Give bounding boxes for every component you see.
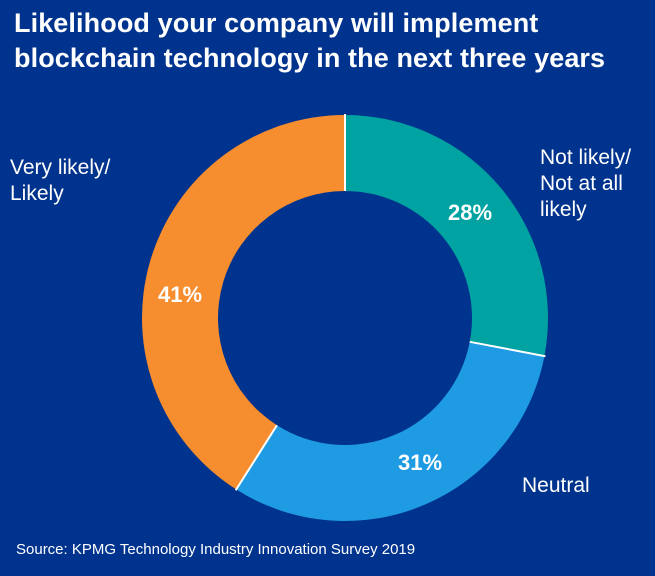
legend-not-likely-line-2: Not at all [540, 172, 623, 195]
chart-title: Likelihood your company will implement b… [14, 6, 644, 76]
legend-not-likely-line-3: likely [540, 198, 587, 221]
slice-label-very-likely: 41% [158, 282, 202, 307]
slice-very-likely [142, 115, 345, 490]
source-note: Source: KPMG Technology Industry Innovat… [16, 541, 416, 558]
slice-neutral [236, 341, 545, 521]
chart-title-line-2: blockchain technology in the next three … [14, 43, 606, 73]
slice-label-neutral: 31% [398, 450, 442, 475]
legend-neutral-line-1: Neutral [522, 474, 590, 497]
chart-title-line-1: Likelihood your company will implement [14, 8, 539, 38]
legend-very-likely-line-2: Likely [10, 182, 64, 205]
legend-neutral: Neutral [522, 473, 590, 499]
legend-not-likely: Not likely/ Not at all likely [540, 145, 631, 223]
slice-separator [469, 340, 546, 358]
legend-very-likely-line-1: Very likely/ [10, 156, 111, 179]
slice-separator [234, 424, 278, 491]
slice-not-likely [345, 115, 548, 357]
slice-label-not-likely: 28% [448, 200, 492, 225]
legend-not-likely-line-1: Not likely/ [540, 146, 632, 169]
legend-very-likely: Very likely/ Likely [10, 155, 110, 207]
